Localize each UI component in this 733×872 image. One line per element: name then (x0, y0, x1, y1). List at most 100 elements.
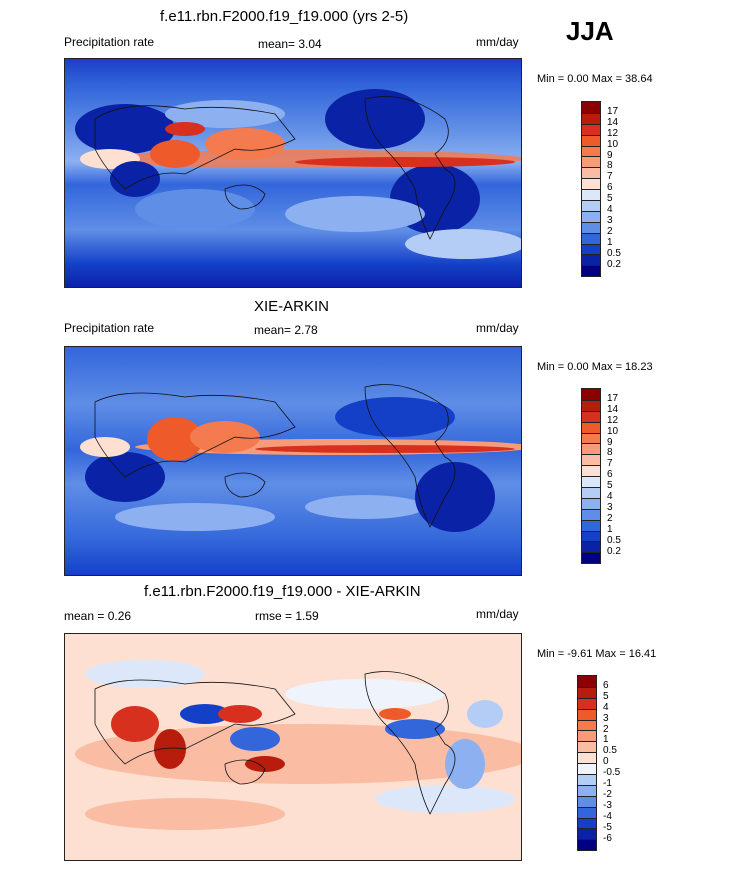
colorbar-tick-label: 4 (607, 204, 613, 215)
panel3-mean-label: mean = 0.26 (64, 609, 132, 623)
colorbar-tick-label: 3 (603, 712, 609, 724)
colorbar-box (582, 112, 600, 124)
colorbar-tick-label: 10 (607, 425, 619, 437)
colorbar-box (582, 200, 600, 211)
colorbar-box (578, 784, 596, 796)
colorbar-box (582, 145, 600, 157)
panel3-map-field (65, 634, 521, 860)
panel2-units-label: mm/day (476, 321, 519, 335)
panel2-map-field (65, 347, 521, 575)
colorbar-box (578, 697, 596, 709)
colorbar-box (582, 541, 600, 553)
colorbar-box (578, 839, 596, 851)
colorbar-tick-label: 1 (607, 236, 613, 248)
colorbar-tick-label: 6 (603, 679, 609, 691)
colorbar-box (578, 719, 596, 731)
colorbar-tick-label: 9 (607, 149, 613, 161)
colorbar-box (582, 487, 600, 498)
panel1-map-field (65, 59, 521, 287)
colorbar-box (582, 508, 600, 520)
colorbar-box (582, 254, 600, 266)
panel3-rmse-label: rmse = 1.59 (255, 609, 319, 623)
colorbar-tick-label: 7 (607, 171, 613, 183)
colorbar-box (578, 708, 596, 720)
colorbar-tick-label: 6 (607, 182, 613, 194)
colorbar-tick-label: -3 (603, 799, 612, 811)
panel1-colorbar (581, 101, 601, 278)
colorbar-box (578, 686, 596, 698)
colorbar-tick-label: 5 (607, 480, 613, 492)
colorbar-tick-label: -0.5 (603, 767, 621, 779)
colorbar-tick-label: 0 (603, 756, 609, 768)
colorbar-tick-label: 6 (607, 469, 613, 481)
colorbar-box (578, 730, 596, 742)
colorbar-box (578, 741, 596, 753)
colorbar-box (582, 519, 600, 531)
colorbar-tick-label: 8 (607, 160, 613, 172)
colorbar-tick-label: 9 (607, 436, 613, 448)
colorbar-tick-label: 0.5 (607, 247, 621, 259)
colorbar-tick-label: -5 (603, 821, 612, 833)
colorbar-tick-label: 2 (607, 512, 613, 524)
colorbar-box (582, 221, 600, 233)
colorbar-box (582, 123, 600, 135)
colorbar-tick-label: 2 (603, 723, 609, 735)
colorbar-box (578, 806, 596, 818)
colorbar-box (582, 102, 600, 113)
season-label: JJA (566, 16, 614, 46)
colorbar-box (582, 410, 600, 422)
colorbar-tick-label: 14 (607, 403, 619, 415)
colorbar-tick-label: -4 (603, 810, 612, 822)
colorbar-tick-label: 4 (603, 701, 609, 713)
colorbar-tick-label: 2 (607, 225, 613, 237)
colorbar-box (582, 134, 600, 146)
panel1-variable-label: Precipitation rate (64, 35, 155, 49)
colorbar-tick-label: 17 (607, 392, 619, 404)
colorbar-tick-label: 1 (607, 523, 613, 535)
panel1-units-label: mm/day (476, 35, 519, 49)
colorbar-box (578, 763, 596, 775)
panel2-map (64, 346, 522, 576)
colorbar-box (582, 465, 600, 477)
panel2-minmax: Min = 0.00 Max = 18.23 (537, 361, 653, 373)
panel3-colorbar (577, 675, 597, 852)
colorbar-tick-label: 0.2 (607, 545, 621, 557)
colorbar-box (582, 421, 600, 433)
colorbar-tick-label: 3 (607, 501, 613, 513)
colorbar-box (578, 676, 596, 687)
colorbar-box (582, 530, 600, 542)
colorbar-box (578, 774, 596, 785)
colorbar-tick-label: -2 (603, 788, 612, 800)
panel1-map (64, 58, 522, 288)
colorbar-box (582, 552, 600, 564)
panel1-minmax: Min = 0.00 Max = 38.64 (537, 73, 653, 85)
colorbar-box (582, 389, 600, 400)
colorbar-tick-label: -6 (603, 832, 612, 844)
colorbar-tick-label: 10 (607, 138, 619, 150)
colorbar-tick-label: 0.2 (607, 258, 621, 270)
colorbar-tick-label: -1 (603, 778, 612, 789)
colorbar-box (582, 178, 600, 190)
colorbar-tick-label: 0.5 (603, 745, 617, 757)
panel3-title: f.e11.rbn.F2000.f19_f19.000 - XIE-ARKIN (144, 583, 421, 600)
colorbar-tick-label: 0.5 (607, 534, 621, 546)
colorbar-tick-label: 3 (607, 214, 613, 226)
colorbar-box (582, 476, 600, 488)
panel2-mean-label: mean= 2.78 (254, 323, 318, 337)
colorbar-tick-label: 8 (607, 447, 613, 459)
panel2-title: XIE-ARKIN (254, 298, 330, 315)
colorbar-box (582, 189, 600, 201)
colorbar-tick-label: 4 (607, 491, 613, 502)
colorbar-box (582, 232, 600, 244)
colorbar-box (578, 817, 596, 829)
colorbar-box (582, 432, 600, 444)
colorbar-box (582, 210, 600, 222)
panel3-map (64, 633, 522, 861)
colorbar-box (582, 265, 600, 277)
panel3-units-label: mm/day (476, 607, 519, 621)
colorbar-box (578, 828, 596, 840)
panel2-colorbar (581, 388, 601, 565)
colorbar-box (578, 795, 596, 807)
colorbar-box (582, 156, 600, 168)
colorbar-box (578, 752, 596, 764)
